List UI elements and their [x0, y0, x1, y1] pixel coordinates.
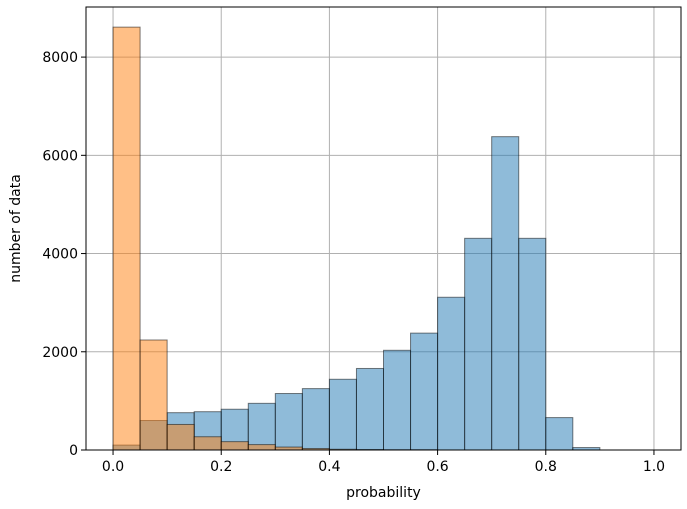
y-tick-label: 0	[69, 443, 78, 459]
x-tick-label: 1.0	[643, 459, 665, 475]
histogram-bar	[328, 378, 357, 451]
histogram-bar	[437, 296, 466, 451]
histogram-bar	[491, 136, 520, 451]
histogram-bars	[112, 26, 601, 451]
x-tick-label: 0.6	[426, 459, 448, 475]
plot-frame	[85, 6, 682, 451]
y-tick-label: 8000	[42, 50, 78, 66]
x-tick-label: 0.2	[210, 459, 232, 475]
x-tick-label: 0.0	[102, 459, 124, 475]
x-tick-label: 0.8	[535, 459, 557, 475]
histogram-bar	[112, 26, 141, 451]
y-axis-label: number of data	[8, 174, 24, 283]
histogram-bar	[247, 444, 276, 451]
x-axis-ticks: 0.0 0.2 0.4 0.6 0.8 1.0	[102, 450, 665, 475]
histogram-bar	[410, 332, 439, 451]
histogram-bar	[518, 237, 547, 451]
x-axis-label: probability	[346, 485, 421, 501]
histogram-bar	[247, 402, 276, 451]
y-tick-label: 6000	[42, 148, 78, 164]
y-tick-label: 2000	[42, 345, 78, 361]
y-axis-ticks: 0 2000 4000 6000 8000	[42, 50, 86, 459]
histogram-bar	[220, 441, 249, 451]
series-0-bars	[112, 136, 601, 451]
histogram-bar	[355, 367, 385, 451]
series-1-bars	[112, 26, 439, 451]
histogram-bar	[274, 393, 303, 451]
histogram-bar	[139, 339, 168, 451]
histogram-bar	[545, 417, 574, 451]
y-tick-label: 4000	[42, 247, 78, 263]
x-tick-label: 0.4	[318, 459, 340, 475]
histogram-bar	[166, 423, 195, 451]
histogram-bar	[193, 436, 222, 451]
histogram-bar	[301, 388, 330, 451]
histogram-bar	[464, 237, 493, 451]
histogram-bar	[383, 349, 412, 451]
